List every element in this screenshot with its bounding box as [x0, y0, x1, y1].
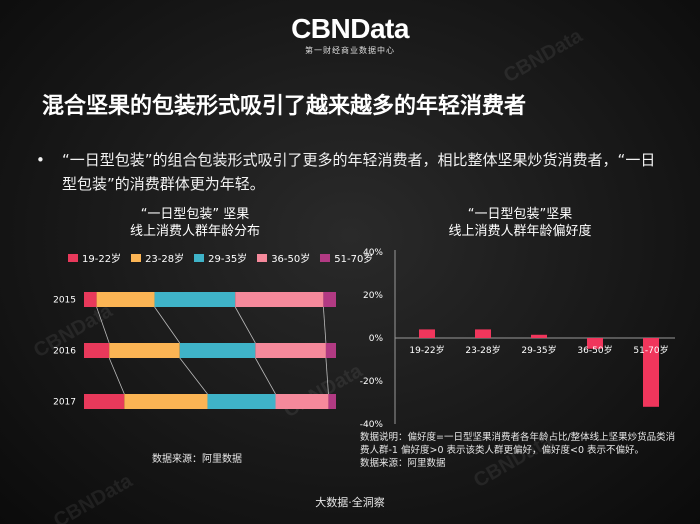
bullet-dot-icon: •: [36, 151, 45, 169]
connector-line: [108, 357, 125, 395]
left-chart-title-line2: 线上消费人群年龄分布: [129, 224, 260, 239]
legend-swatch: [68, 253, 78, 262]
x-tick-label: 19-22岁: [409, 344, 444, 356]
left-chart-source: 数据来源：阿里数据: [152, 454, 242, 465]
stacked-bar-segment: [207, 394, 276, 409]
stacked-bar-segment: [275, 394, 329, 409]
stacked-bar-segment: [328, 394, 336, 409]
left-chart-title: “一日型包装” 坚果 线上消费人群年龄分布: [60, 206, 330, 240]
brand-subtitle: 第一财经商业数据中心: [305, 46, 395, 55]
connector-line: [255, 357, 276, 395]
age-distribution-stacked-bar-chart: 2015 2016 2017: [53, 292, 336, 409]
footer-slogan: 大数据·全洞察: [315, 496, 385, 509]
year-label: 2016: [53, 347, 76, 357]
stacked-bar-segment: [84, 292, 97, 307]
bullet-text: “一日型包装”的组合包装形式吸引了更多的年轻消费者，相比整体坚果炒货消费者，“一…: [62, 151, 656, 193]
legend-label: 29-35岁: [208, 254, 248, 265]
legend-item: 36-50岁: [257, 250, 310, 265]
right-chart-title-line1: “一日型包装”坚果: [467, 207, 573, 222]
stacked-bar-segment: [96, 292, 155, 307]
preference-bar: [419, 329, 435, 338]
x-tick-label: 23-28岁: [465, 344, 500, 356]
connector-line: [179, 357, 208, 395]
y-tick-label: -20%: [360, 377, 384, 387]
right-chart-title: “一日型包装”坚果 线上消费人群年龄偏好度: [390, 206, 650, 240]
stacked-bar-segment: [255, 343, 326, 358]
right-chart-title-line2: 线上消费人群年龄偏好度: [448, 224, 592, 239]
stacked-bar-segment: [323, 292, 336, 307]
legend-item: 51-70岁: [320, 250, 373, 265]
legend-item: 29-35岁: [194, 250, 247, 265]
connector-line: [325, 357, 329, 395]
stacked-bar-segment: [154, 292, 236, 307]
preference-bar: [587, 338, 603, 349]
legend-swatch: [131, 253, 142, 262]
age-preference-bar-chart: 40% 20% 0% -20% -40% 19-22岁 23-28岁 29-35岁 36-50岁…: [360, 248, 675, 430]
stacked-bar-segment: [124, 394, 208, 409]
legend-label: 23-28岁: [145, 254, 185, 265]
stacked-bar-segment: [179, 343, 256, 358]
left-chart-title-line1: “一日型包装” 坚果: [140, 207, 250, 222]
preference-bar: [475, 329, 491, 338]
preference-bar: [643, 338, 659, 407]
year-label: 2015: [53, 296, 76, 306]
stacked-bar-segment: [84, 343, 110, 358]
right-chart-source: 数据来源：阿里数据: [360, 458, 446, 469]
brand-logo: CBNData 第一财经商业数据中心: [0, 14, 700, 56]
stacked-bar-segment: [109, 343, 180, 358]
connector-line: [323, 306, 327, 344]
slide-title: 混合坚果的包装形式吸引了越来越多的年轻消费者: [42, 94, 527, 119]
legend-item: 19-22岁: [68, 250, 121, 265]
year-label: 2017: [53, 398, 76, 408]
brand-name: CBNData: [291, 13, 409, 44]
legend-label: 36-50岁: [271, 254, 311, 265]
legend-label: 51-70岁: [334, 254, 374, 265]
bullet-text-block: • “一日型包装”的组合包装形式吸引了更多的年轻消费者，相比整体坚果炒货消费者，…: [36, 148, 662, 196]
x-tick-label: 51-70岁: [633, 344, 668, 356]
legend-item: 23-28岁: [131, 250, 184, 265]
y-tick-label: 0%: [369, 334, 384, 344]
connector-line: [154, 306, 181, 344]
legend-swatch: [194, 253, 205, 262]
x-tick-label: 29-35岁: [521, 344, 556, 356]
y-tick-label: 20%: [363, 291, 383, 301]
legend-label: 19-22岁: [82, 254, 122, 265]
y-tick-label: -40%: [360, 420, 384, 430]
x-tick-label: 36-50岁: [577, 344, 612, 356]
chart-legend: 19-22岁 23-28岁 29-35岁 36-50岁 51-70岁: [68, 250, 373, 265]
stacked-bar-segment: [235, 292, 324, 307]
preference-bar: [531, 334, 547, 338]
legend-swatch: [320, 253, 331, 262]
right-chart-note-text: 数据说明：偏好度=一日型坚果消费者各年龄占比/整体线上坚果炒货品类消费人群-1 …: [360, 432, 676, 456]
right-chart-note: 数据说明：偏好度=一日型坚果消费者各年龄占比/整体线上坚果炒货品类消费人群-1 …: [360, 431, 680, 470]
stacked-bar-segment: [84, 394, 125, 409]
y-tick-label: 40%: [363, 248, 383, 258]
connector-line: [234, 306, 256, 344]
stacked-bar-segment: [325, 343, 336, 358]
legend-swatch: [257, 253, 268, 262]
connector-line: [96, 306, 110, 344]
